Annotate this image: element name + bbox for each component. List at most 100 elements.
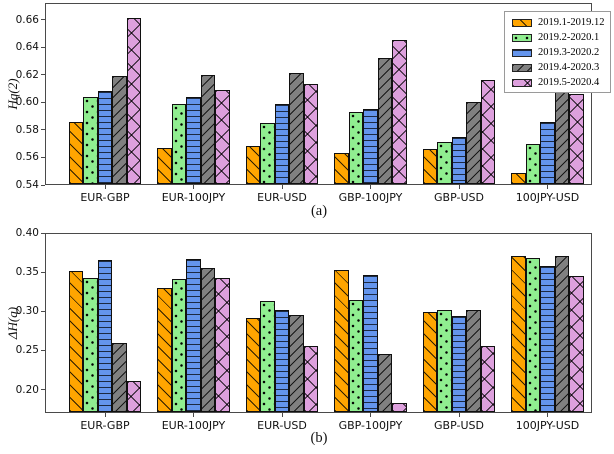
bar [200, 268, 216, 412]
x-tick [104, 413, 106, 417]
y-tick-label: 0.30 [15, 305, 39, 318]
legend-swatch [512, 63, 532, 72]
bar [569, 94, 584, 184]
y-tick [41, 232, 45, 234]
legend-swatch [512, 18, 532, 27]
bar [215, 89, 230, 184]
bar [303, 84, 319, 184]
bar [451, 315, 467, 412]
bar [466, 102, 481, 184]
y-tick [41, 101, 45, 103]
bar [437, 142, 452, 184]
bar [260, 122, 275, 184]
y-tick-label: 0.66 [15, 13, 39, 26]
bar [348, 111, 364, 184]
legend-swatch [512, 78, 532, 87]
legend-label: 2019.2-2020.1 [538, 32, 600, 43]
bar [511, 256, 526, 412]
legend-item: 2019.4-2020.3 [505, 60, 610, 75]
bar [480, 346, 496, 412]
y-tick-label: 0.25 [15, 344, 39, 357]
legend-item: 2019.3-2020.2 [505, 45, 610, 60]
y-tick [41, 310, 45, 312]
x-tick-label: GBP-USD [434, 419, 484, 432]
bar [437, 310, 452, 412]
legend-item: 2019.2-2020.1 [505, 30, 610, 45]
bar [245, 146, 261, 184]
bar [274, 310, 290, 412]
bar [480, 80, 496, 184]
y-tick-label: 0.58 [15, 123, 39, 136]
bar [392, 40, 407, 184]
bar [525, 143, 541, 184]
bar [126, 380, 142, 412]
x-tick [370, 185, 371, 189]
x-tick-label: 100JPY-USD [515, 419, 580, 432]
x-tick [193, 185, 194, 189]
bar [540, 265, 555, 412]
bar [511, 172, 526, 184]
x-tick [458, 413, 460, 417]
bar [245, 317, 261, 412]
legend-label: 2019.1-2019.12 [538, 17, 605, 28]
bar [289, 315, 304, 412]
x-tick-label: EUR-100JPY [161, 191, 226, 204]
legend-item: 2019.5-2020.4 [505, 75, 610, 90]
legend-swatch [512, 48, 532, 57]
y-tick [41, 74, 45, 76]
y-tick [41, 19, 45, 21]
x-tick-label: EUR-USD [257, 419, 307, 432]
x-tick [281, 413, 283, 417]
bar [554, 255, 570, 412]
x-tick-label: GBP-100JPY [338, 191, 403, 204]
bar [377, 58, 393, 184]
x-tick [193, 413, 194, 417]
x-tick-label: 100JPY-USD [515, 191, 580, 204]
bar [274, 103, 290, 184]
legend-item: 2019.1-2019.12 [505, 15, 610, 30]
x-tick [547, 185, 548, 189]
x-tick [370, 413, 371, 417]
bar [97, 260, 113, 412]
y-tick [41, 271, 45, 273]
legend-label: 2019.5-2020.4 [538, 77, 600, 88]
x-tick [104, 185, 106, 189]
y-tick-label: 0.35 [15, 266, 39, 279]
y-tick [41, 389, 45, 391]
legend: 2019.1-2019.12 2019.2-2020.1 2019.3-2020.2… [504, 11, 611, 93]
bar [171, 103, 187, 184]
x-tick [547, 413, 548, 417]
x-tick-label: EUR-USD [257, 191, 307, 204]
bar [126, 18, 142, 184]
x-tick-label: EUR-100JPY [161, 419, 226, 432]
y-tick [41, 349, 45, 351]
x-tick-label: GBP-USD [434, 191, 484, 204]
bar [334, 153, 349, 184]
y-tick [41, 46, 45, 48]
caption-b: (b) [310, 430, 328, 446]
bar [215, 277, 230, 412]
x-tick-label: EUR-GBP [80, 419, 130, 432]
bar [157, 287, 172, 412]
bar [200, 74, 216, 184]
bar [83, 278, 98, 412]
bar [525, 258, 541, 412]
bar [348, 300, 364, 412]
bar [157, 147, 172, 184]
bar [466, 309, 481, 412]
bar [186, 258, 201, 412]
x-tick-label: EUR-GBP [80, 191, 130, 204]
y-tick-label: 0.54 [15, 179, 39, 191]
bar [303, 345, 319, 412]
bar [112, 76, 127, 184]
y-tick-label: 0.56 [15, 151, 39, 164]
legend-swatch [512, 33, 532, 42]
bar [83, 96, 98, 184]
bar [540, 121, 555, 184]
y-tick-label: 0.40 [15, 227, 39, 239]
y-tick [41, 156, 45, 158]
x-tick [281, 185, 283, 189]
bar [171, 279, 187, 412]
bar [377, 353, 393, 412]
